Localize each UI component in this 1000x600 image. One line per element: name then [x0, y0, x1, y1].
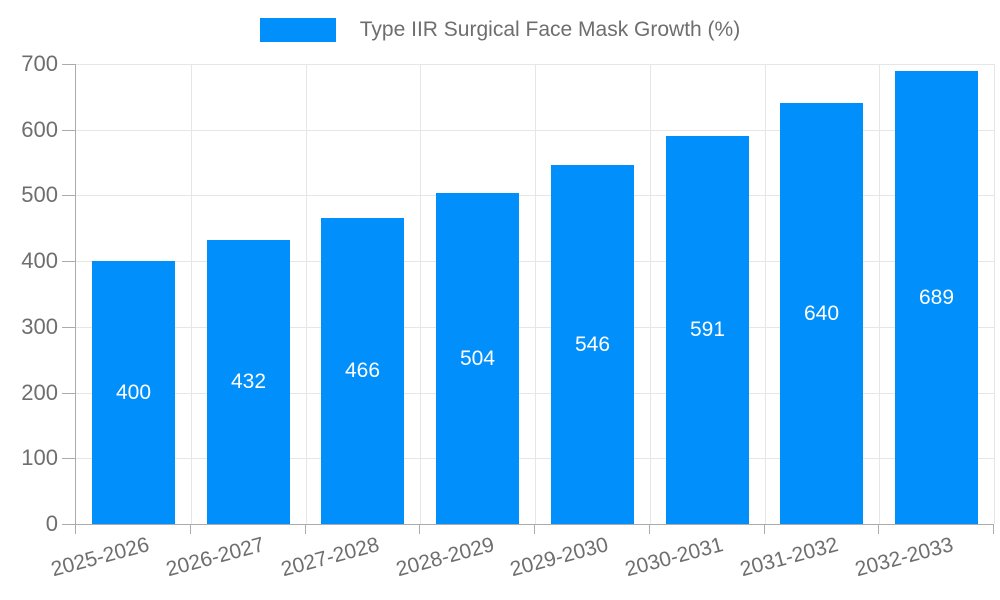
bar[interactable]: 591	[666, 136, 749, 524]
bar[interactable]: 689	[895, 71, 978, 524]
y-axis-tick-mark	[62, 327, 75, 328]
bar[interactable]: 504	[436, 193, 519, 524]
y-axis-tick-mark	[62, 393, 75, 394]
x-gridline	[535, 64, 536, 524]
bar[interactable]: 400	[92, 261, 175, 524]
x-axis-tick-mark	[419, 525, 420, 534]
bar-value-label: 640	[803, 301, 840, 325]
bar[interactable]: 640	[780, 103, 863, 524]
plot-area: 400 432 466 504 546 591 640 689	[75, 64, 995, 525]
bar-value-label: 689	[918, 285, 955, 309]
x-gridline	[306, 64, 307, 524]
y-axis-tick-mark	[62, 195, 75, 196]
bar-value-label: 466	[344, 359, 381, 382]
x-axis-tick-mark	[190, 525, 191, 534]
y-axis-tick-label: 400	[21, 248, 58, 273]
y-axis-tick-mark	[62, 261, 75, 262]
x-gridline	[765, 64, 766, 524]
bar-value-label: 504	[459, 346, 496, 370]
x-axis-tick-mark	[764, 525, 765, 534]
y-axis-tick-mark	[62, 524, 75, 525]
y-axis-tick-label: 0	[45, 511, 58, 536]
x-gridline	[650, 64, 651, 524]
x-gridline	[420, 64, 421, 524]
x-axis-tick-mark	[878, 525, 879, 534]
legend-swatch	[259, 18, 336, 42]
x-gridline	[994, 64, 995, 524]
x-axis-tick-mark	[75, 525, 76, 534]
bar[interactable]: 432	[207, 240, 290, 524]
y-axis-tick-label: 500	[21, 182, 58, 207]
y-axis-tick-label: 300	[21, 314, 58, 339]
x-gridline	[191, 64, 192, 524]
bar[interactable]: 466	[321, 218, 404, 524]
x-axis-tick-mark	[305, 525, 306, 534]
y-axis-tick-label: 700	[21, 51, 58, 76]
x-axis-tick-mark	[534, 525, 535, 534]
y-axis-tick-mark	[62, 458, 75, 459]
bar-value-label: 432	[230, 370, 267, 393]
bar[interactable]: 546	[551, 165, 634, 524]
y-axis-tick-label: 600	[21, 117, 58, 142]
bar-value-label: 546	[574, 332, 611, 356]
x-gridline	[879, 64, 880, 524]
bar-value-label: 591	[689, 318, 726, 341]
y-axis-tick-mark	[62, 64, 75, 65]
x-axis-tick-mark	[993, 525, 994, 534]
y-axis-tick-mark	[62, 130, 75, 131]
legend-label: Type IIR Surgical Face Mask Growth (%)	[359, 18, 741, 41]
y-axis-tick-label: 200	[21, 380, 58, 405]
x-axis-tick-mark	[649, 525, 650, 534]
legend-item[interactable]: Type IIR Surgical Face Mask Growth (%)	[0, 15, 1000, 45]
bar-value-label: 400	[115, 380, 152, 404]
y-axis-tick-label: 100	[21, 445, 58, 470]
